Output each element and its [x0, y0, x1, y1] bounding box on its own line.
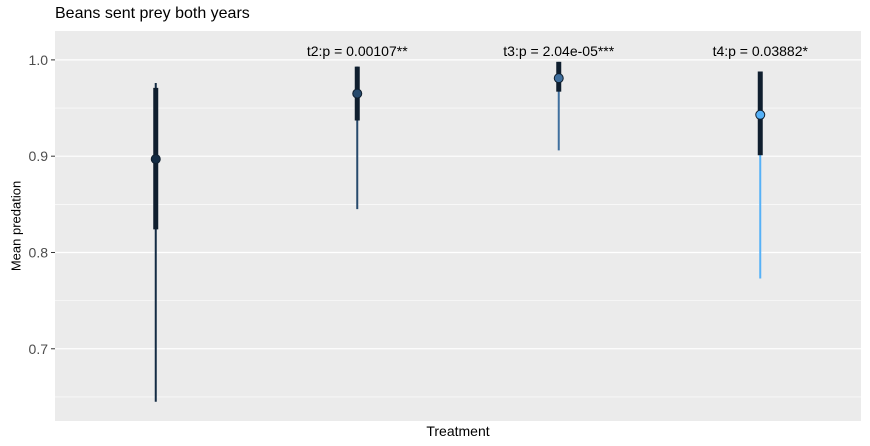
- p-value-annotation: t3:p = 2.04e-05***: [503, 43, 614, 59]
- minor-gridlines: [55, 107, 861, 398]
- major-gridlines: [55, 59, 861, 350]
- chart-title: Beans sent prey both years: [55, 5, 250, 22]
- mean-point: [150, 154, 161, 165]
- mean-point: [553, 73, 564, 84]
- data-marks: [150, 61, 766, 402]
- p-value-annotation: t2:p = 0.00107**: [307, 43, 408, 59]
- y-tick-label: 1.0: [29, 52, 49, 68]
- p-value-annotation: t4:p = 0.03882*: [713, 43, 809, 59]
- mean-point: [755, 109, 766, 120]
- plot-panel: [55, 31, 861, 421]
- annotations: t2:p = 0.00107** t3:p = 2.04e-05*** t4:p =…: [307, 43, 809, 59]
- y-tick-label: 0.7: [29, 341, 49, 357]
- y-tick-label: 0.8: [29, 244, 49, 260]
- y-tick-label: 0.9: [29, 148, 49, 164]
- x-axis-label: Treatment: [426, 423, 490, 439]
- mean-point: [352, 88, 363, 99]
- y-axis-ticks: 0.7 0.8 0.9 1.0: [29, 52, 55, 357]
